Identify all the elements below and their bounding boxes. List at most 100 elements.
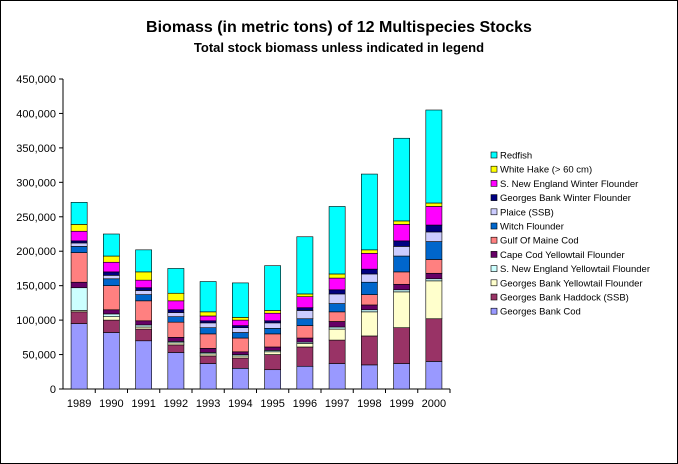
bar-segment <box>232 317 249 321</box>
bar-segment <box>103 233 120 257</box>
bar-segment <box>70 230 88 242</box>
legend-label: S. New England Winter Flounder <box>500 179 638 190</box>
bar-segment <box>328 311 346 322</box>
bar-segment <box>70 224 88 232</box>
x-tick-label: 1994 <box>228 398 252 410</box>
bar-segment <box>393 327 410 364</box>
x-tick-label: 1990 <box>99 398 123 410</box>
x-tick-label: 1997 <box>325 398 349 410</box>
legend-label: Gulf Of Maine Cod <box>500 236 579 247</box>
bar-segment <box>199 353 217 357</box>
bar-segment <box>167 342 185 346</box>
bar-segment <box>425 272 443 280</box>
bar-segment <box>361 281 378 295</box>
bar-segment <box>425 206 443 226</box>
legend-swatch <box>490 165 498 173</box>
x-tick-label: 1999 <box>389 398 413 410</box>
bar-segment <box>361 252 378 270</box>
bar-segment <box>232 351 249 355</box>
bar-segment <box>103 285 120 311</box>
bar-segment <box>425 109 443 204</box>
bar-segment <box>328 328 346 341</box>
bar-segment <box>70 281 88 289</box>
legend-swatch <box>490 180 498 187</box>
bar-segment <box>425 278 443 282</box>
bar-segment <box>264 351 281 355</box>
bar-segment <box>103 255 120 263</box>
bar-segment <box>135 249 152 273</box>
bar-segment <box>425 202 443 207</box>
bar-segment <box>425 318 443 362</box>
bar-segment <box>167 300 185 311</box>
legend-label: Cape Cod Yellowtail Flounder <box>500 250 625 261</box>
bar-segment <box>328 293 346 304</box>
bar-segment <box>328 303 346 313</box>
bar-segment <box>264 322 281 329</box>
legend-label: Witch Flounder <box>500 222 564 233</box>
legend-label: White Hake (> 60 cm) <box>500 165 592 176</box>
legend-label: Georges Bank Cod <box>500 307 581 318</box>
x-tick-label: 1995 <box>260 398 284 410</box>
legend-label: S. New England Yellowtail Flounder <box>500 264 650 275</box>
y-tick-label: 300,000 <box>16 177 56 189</box>
bar-segment <box>167 312 185 317</box>
legend-swatch <box>490 194 498 201</box>
bar-segment <box>264 346 281 351</box>
legend-swatch <box>490 208 498 216</box>
bar-segment <box>103 278 120 286</box>
bar-segment <box>393 137 410 222</box>
bar-segment <box>328 339 346 364</box>
x-tick-label: 1998 <box>357 398 381 410</box>
bar-segment <box>296 325 314 339</box>
bar-segment <box>70 246 88 253</box>
legend-swatch <box>490 222 498 230</box>
legend-label: Georges Bank Yellowtail Flounder <box>500 278 643 289</box>
bar-segment <box>232 337 249 353</box>
bar-segment <box>328 363 346 390</box>
bar-segment <box>425 259 443 274</box>
bar-segment <box>425 231 443 242</box>
bar-segment <box>167 316 185 323</box>
bar-segment <box>296 296 314 309</box>
bar-segment <box>328 321 346 328</box>
bar-segment <box>425 361 443 390</box>
y-tick-label: 150,000 <box>16 281 56 293</box>
legend-swatch <box>490 236 498 244</box>
bar-segment <box>361 309 378 313</box>
legend-swatch <box>490 307 498 315</box>
y-tick-label: 200,000 <box>16 246 56 258</box>
bar-segment <box>199 320 217 324</box>
bar-segment <box>361 273 378 283</box>
bar-segment <box>232 319 249 326</box>
bar-segment <box>328 206 346 275</box>
bar-segment <box>361 268 378 275</box>
bar-segment <box>393 220 410 225</box>
bar-segment <box>361 335 378 366</box>
bar-segment <box>296 337 314 343</box>
bar-segment <box>135 326 152 330</box>
bar-segment <box>103 261 120 273</box>
bar-segment <box>264 369 281 390</box>
bar-segment <box>264 333 281 348</box>
bar-segment <box>199 355 217 364</box>
bar-segment <box>232 357 249 369</box>
bar-segment <box>264 310 281 314</box>
bar-segment <box>70 287 88 311</box>
bar-segment <box>135 271 152 281</box>
bar-segment <box>103 332 120 390</box>
bar-segment <box>361 294 378 306</box>
bar-segment <box>167 321 185 338</box>
bar-segment <box>393 240 410 247</box>
bar-segment <box>135 290 152 295</box>
bar-segment <box>103 309 120 315</box>
bar-segment <box>199 363 217 390</box>
bar-segment <box>232 355 249 359</box>
chart-title: Biomass (in metric tons) of 12 Multispec… <box>146 19 532 36</box>
chart-subtitle: Total stock biomass unless indicated in … <box>193 40 485 55</box>
x-tick-label: 1991 <box>131 398 155 410</box>
bar-segment <box>135 328 152 342</box>
bar-segment <box>296 346 314 367</box>
bar-segment <box>296 307 314 311</box>
bar-segment <box>199 281 217 313</box>
bar-segment <box>393 363 410 390</box>
